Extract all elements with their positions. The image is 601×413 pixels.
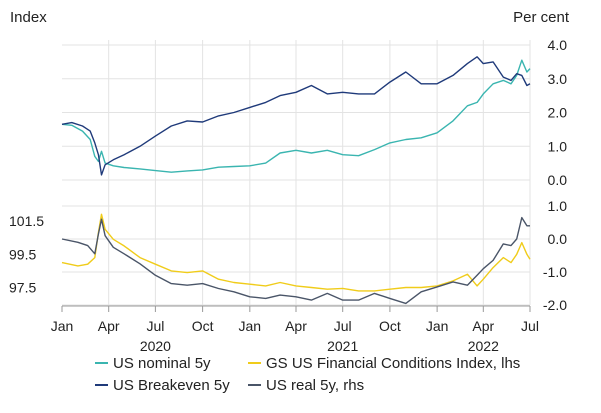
y-left-tick-label: 101.5: [9, 213, 44, 229]
y-left-tick-label: 99.5: [9, 246, 36, 262]
legend-entry: GS US Financial Conditions Index, lhs: [266, 355, 520, 372]
y-right-tick-label: 0.0: [548, 231, 568, 247]
series-lines: [61, 56, 531, 305]
x-tick-label: Oct: [379, 318, 401, 334]
axes: [61, 305, 531, 312]
left-axis-label: Index: [10, 9, 47, 26]
x-tick-label: Jul: [146, 318, 164, 334]
x-tick-label: Jan: [51, 318, 74, 334]
right-axis-label: Per cent: [513, 9, 570, 26]
tick-labels: 4.0 3.0 2.0 1.0 0.0 1.0 0.0 -1.0 -2.0 101.5 99.5 97…: [9, 37, 567, 354]
series-line: [61, 213, 531, 292]
y-right-tick-label: -2.0: [543, 297, 567, 313]
y-left-tick-label: 97.5: [9, 280, 36, 296]
series-line: [61, 59, 531, 173]
x-year-label: 2021: [327, 338, 358, 354]
legend-entry: US Breakeven 5y: [113, 377, 230, 394]
x-year-label: 2022: [468, 338, 499, 354]
y-right-tick-label: 2.0: [548, 105, 568, 121]
x-tick-label: Apr: [98, 318, 120, 334]
legend-entry: US nominal 5y: [113, 355, 211, 372]
y-right-tick-label: 1.0: [548, 198, 568, 214]
y-right-tick-label: -1.0: [543, 264, 567, 280]
gridlines: [62, 40, 531, 306]
x-tick-label: Oct: [192, 318, 214, 334]
y-right-tick-label: 4.0: [548, 37, 568, 53]
x-tick-label: Jul: [521, 318, 539, 334]
x-tick-label: Jul: [334, 318, 352, 334]
y-right-tick-label: 3.0: [548, 71, 568, 87]
legend-entry: US real 5y, rhs: [266, 377, 364, 394]
x-tick-label: Apr: [285, 318, 307, 334]
x-year-label: 2020: [140, 338, 171, 354]
x-tick-label: Apr: [472, 318, 494, 334]
legend: US nominal 5y GS US Financial Conditions …: [95, 355, 520, 394]
x-tick-label: Jan: [426, 318, 449, 334]
x-tick-label: Jan: [239, 318, 262, 334]
series-line: [61, 56, 531, 176]
y-right-tick-label: 1.0: [548, 138, 568, 154]
y-right-tick-label: 0.0: [548, 172, 568, 188]
series-line: [61, 216, 530, 305]
